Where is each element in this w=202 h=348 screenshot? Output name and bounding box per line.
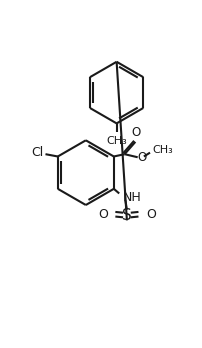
Text: O: O <box>98 208 108 221</box>
Text: O: O <box>132 126 141 139</box>
Text: CH₃: CH₃ <box>152 145 173 155</box>
Text: Cl: Cl <box>31 146 43 159</box>
Text: O: O <box>146 208 156 221</box>
Text: CH₃: CH₃ <box>106 136 127 146</box>
Text: O: O <box>137 151 146 164</box>
Text: NH: NH <box>122 191 141 204</box>
Text: S: S <box>122 207 132 222</box>
